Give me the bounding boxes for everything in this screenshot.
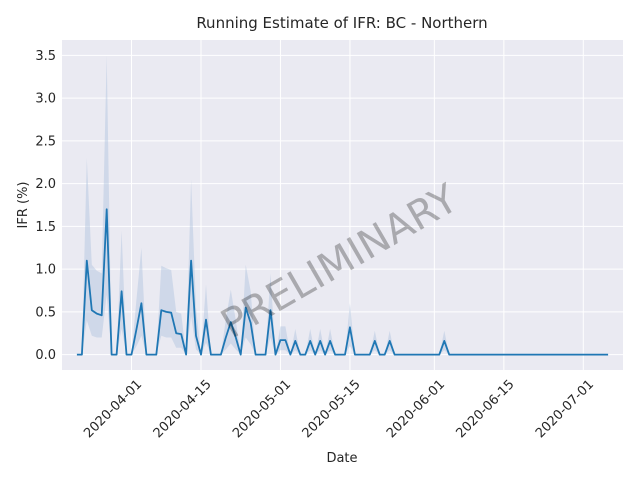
y-tick-label: 2.5 — [35, 134, 56, 149]
x-tick-label: 2020-05-15 — [300, 377, 364, 441]
y-tick-label: 1.5 — [35, 220, 56, 235]
x-tick-label: 2020-06-01 — [384, 377, 448, 441]
chart-title: Running Estimate of IFR: BC - Northern — [196, 14, 487, 32]
y-tick-label: 1.0 — [35, 263, 56, 278]
x-tick-label: 2020-05-01 — [230, 377, 294, 441]
series-line-layer — [76, 208, 609, 356]
ifr-line — [76, 208, 609, 356]
x-tick-labels: 2020-04-01 2020-04-15 2020-05-01 2020-05-15… — [81, 377, 597, 441]
grid — [62, 40, 623, 370]
y-tick-label: 2.0 — [35, 177, 56, 192]
x-tick-label: 2020-04-15 — [151, 377, 215, 441]
y-tick-label: 0.0 — [35, 348, 56, 363]
x-tick-label: 2020-06-15 — [454, 377, 518, 441]
x-tick-label: 2020-04-01 — [81, 377, 145, 441]
y-tick-label: 3.0 — [35, 92, 56, 107]
x-tick-label: 2020-07-01 — [533, 377, 597, 441]
y-tick-label: 3.5 — [35, 49, 56, 64]
y-tick-labels: 0.0 0.5 1.0 1.5 2.0 2.5 3.0 3.5 — [35, 49, 56, 363]
y-axis-label: IFR (%) — [16, 182, 31, 229]
x-axis-label: Date — [326, 451, 357, 466]
y-tick-label: 0.5 — [35, 305, 56, 320]
plot-background — [62, 40, 623, 370]
